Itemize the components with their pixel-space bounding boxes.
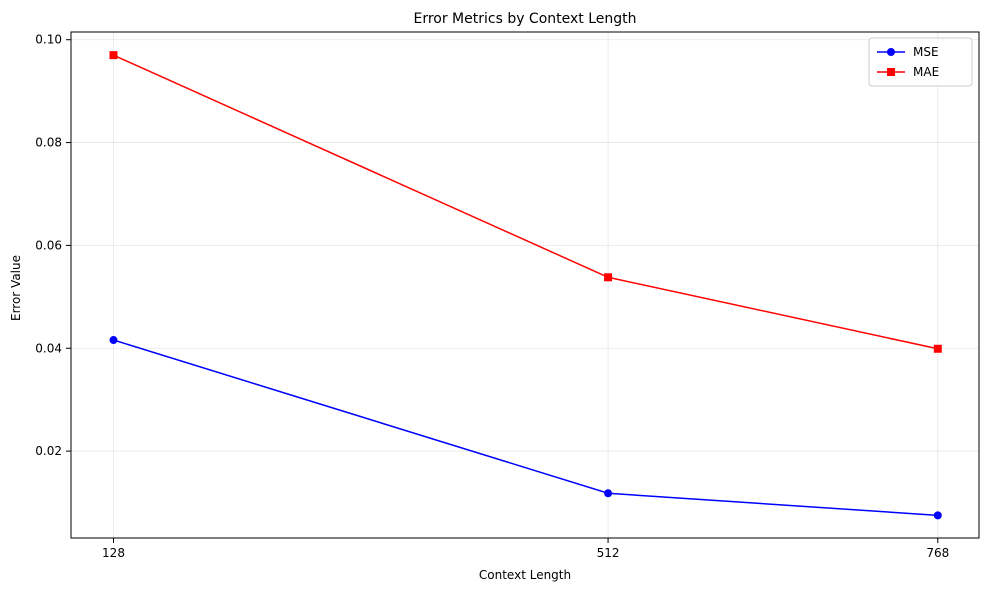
data-point-mse xyxy=(933,511,942,520)
data-point-mse xyxy=(604,489,613,498)
x-tick-label: 768 xyxy=(926,546,949,560)
y-axis-label: Error Value xyxy=(9,255,23,321)
data-point-mse xyxy=(109,336,118,345)
series-layer xyxy=(109,51,942,520)
ticks: 128 512 768 0.02 0.04 0.06 0.08 0.10 xyxy=(35,33,949,560)
chart-title: Error Metrics by Context Length xyxy=(413,11,636,27)
legend-label-mae: MAE xyxy=(913,65,939,79)
x-axis-label: Context Length xyxy=(479,568,571,582)
y-tick-label: 0.08 xyxy=(35,136,62,150)
y-tick-label: 0.10 xyxy=(35,33,62,47)
legend-marker-mse xyxy=(887,48,895,56)
data-point-mae xyxy=(604,273,613,282)
legend-marker-mae xyxy=(887,68,895,76)
data-point-mae xyxy=(109,51,118,60)
y-tick-label: 0.06 xyxy=(35,238,62,252)
plot-frame xyxy=(70,31,980,539)
y-tick-label: 0.04 xyxy=(35,341,62,355)
x-tick-label: 128 xyxy=(102,546,125,560)
legend: MSE MAE xyxy=(868,37,973,87)
legend-label-mse: MSE xyxy=(913,45,939,59)
x-tick-label: 512 xyxy=(597,546,620,560)
data-point-mae xyxy=(933,344,942,353)
y-tick-label: 0.02 xyxy=(35,444,62,458)
grid xyxy=(71,32,979,538)
